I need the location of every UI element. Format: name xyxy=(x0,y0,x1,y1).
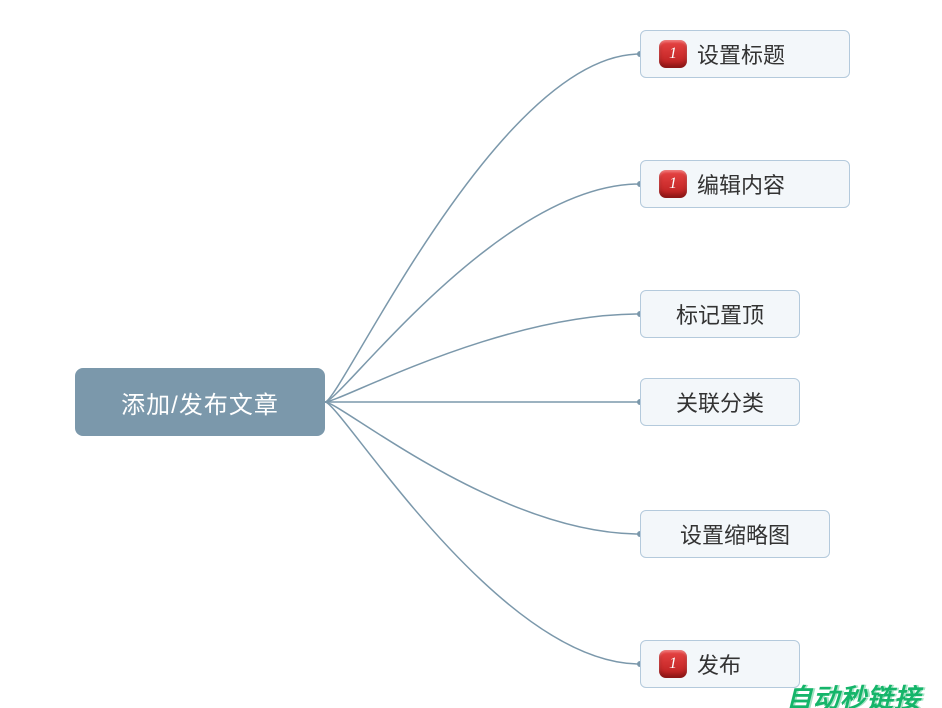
child-node-1[interactable]: 1 编辑内容 xyxy=(640,160,850,208)
watermark: 自动秒链接 xyxy=(786,678,921,708)
priority-icon: 1 xyxy=(659,170,687,198)
edge xyxy=(325,402,640,664)
edge xyxy=(325,54,640,402)
edge xyxy=(325,314,640,402)
child-label: 发布 xyxy=(697,648,741,680)
root-label: 添加/发布文章 xyxy=(121,385,279,420)
child-label: 标记置顶 xyxy=(676,298,764,330)
child-label: 编辑内容 xyxy=(697,168,785,200)
child-node-5[interactable]: 1 发布 xyxy=(640,640,800,688)
child-label: 关联分类 xyxy=(676,386,764,418)
child-node-4[interactable]: 设置缩略图 xyxy=(640,510,830,558)
child-label: 设置缩略图 xyxy=(680,518,790,550)
priority-icon: 1 xyxy=(659,650,687,678)
edges-layer xyxy=(0,0,942,708)
watermark-text: 自动秒链接 xyxy=(786,683,921,708)
root-node[interactable]: 添加/发布文章 xyxy=(75,368,325,436)
child-label: 设置标题 xyxy=(697,38,785,70)
child-node-2[interactable]: 标记置顶 xyxy=(640,290,800,338)
priority-icon: 1 xyxy=(659,40,687,68)
edge xyxy=(325,184,640,402)
child-node-0[interactable]: 1 设置标题 xyxy=(640,30,850,78)
child-node-3[interactable]: 关联分类 xyxy=(640,378,800,426)
edge xyxy=(325,402,640,534)
mindmap-canvas: 添加/发布文章 1 设置标题 1 编辑内容 标记置顶 关联分类 设置缩略图 1 … xyxy=(0,0,942,708)
